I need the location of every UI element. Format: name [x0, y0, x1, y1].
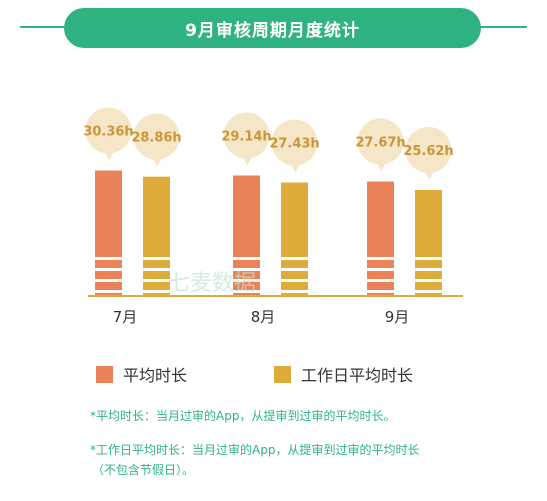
- data-label-pointer: [241, 154, 253, 166]
- watermark: 七麦数据: [168, 271, 256, 296]
- data-label: 29.14h: [221, 130, 271, 145]
- note-average: *平均时长：当月过审的App，从提审到过审的平均时长。: [90, 409, 396, 423]
- bar-stripe: [367, 290, 394, 293]
- data-label: 25.62h: [403, 144, 453, 159]
- legend-swatch-average: [96, 365, 113, 383]
- note-workday-cont: （不包含节假日）。: [92, 463, 195, 477]
- bar-stripe: [233, 268, 260, 271]
- data-label: 28.86h: [131, 131, 181, 146]
- chart-title-text: 9月审核周期月度统计: [185, 20, 360, 41]
- data-label-bubble: [357, 118, 404, 165]
- bar-stripe: [281, 268, 308, 271]
- data-label-pointer: [103, 149, 115, 161]
- data-label-bubble: [405, 126, 452, 173]
- note-workday: *工作日平均时长：当月过审的App，从提审到过审的平均时长: [90, 443, 420, 457]
- bar-stripe: [281, 290, 308, 293]
- bar-stripe: [367, 257, 394, 260]
- legend-label-average: 平均时长: [123, 366, 188, 385]
- data-label-pointer: [375, 160, 387, 172]
- data-label-bubble: [133, 113, 180, 160]
- bar-stripe: [233, 290, 260, 293]
- legend-label-workday: 工作日平均时长: [301, 366, 414, 385]
- bar-stripe: [95, 268, 122, 271]
- data-label-bubble: [271, 119, 318, 166]
- x-tick-label: 9月: [385, 308, 410, 326]
- data-label: 27.43h: [269, 137, 319, 152]
- x-tick-label: 8月: [251, 308, 276, 326]
- bar-stripe: [367, 268, 394, 271]
- data-label-pointer: [423, 168, 435, 180]
- x-tick-labels: 7月 8月 9月: [113, 308, 410, 326]
- bar-workday-8: [281, 182, 308, 295]
- bar-stripe: [95, 279, 122, 282]
- x-tick-label: 7月: [113, 308, 138, 326]
- bar-stripe: [415, 268, 442, 271]
- bar-stripe: [281, 279, 308, 282]
- bar-average-8: [233, 175, 260, 295]
- bar-stripe: [415, 290, 442, 293]
- data-label: 30.36h: [83, 125, 133, 140]
- title-rule-left: [20, 26, 80, 28]
- title-rule-right: [465, 26, 527, 28]
- bar-stripe: [143, 279, 170, 282]
- bar-stripe: [143, 290, 170, 293]
- bar-stripe: [95, 290, 122, 293]
- legend-swatch-workday: [274, 365, 291, 383]
- chart-title: 9月审核周期月度统计: [64, 8, 481, 48]
- legend-item-workday: 工作日平均时长: [274, 362, 413, 386]
- legend-item-average: 平均时长: [96, 362, 187, 386]
- bar-stripe: [143, 257, 170, 260]
- data-label-pointer: [289, 161, 301, 173]
- data-label-pointer: [151, 155, 163, 167]
- bar-stripe: [415, 257, 442, 260]
- data-label-bubble: [85, 107, 132, 154]
- bar-stripe: [367, 279, 394, 282]
- data-label: 27.67h: [355, 136, 405, 151]
- bar-stripe: [143, 268, 170, 271]
- bar-stripe: [95, 257, 122, 260]
- bar-stripe: [233, 279, 260, 282]
- bar-average-9: [367, 181, 394, 295]
- data-label-bubble: [223, 112, 270, 159]
- bar-stripe: [281, 257, 308, 260]
- bar-workday-9: [415, 189, 442, 295]
- bar-workday-7: [143, 176, 170, 295]
- bar-stripe: [233, 257, 260, 260]
- bar-average-7: [95, 170, 122, 295]
- bar-stripe: [415, 279, 442, 282]
